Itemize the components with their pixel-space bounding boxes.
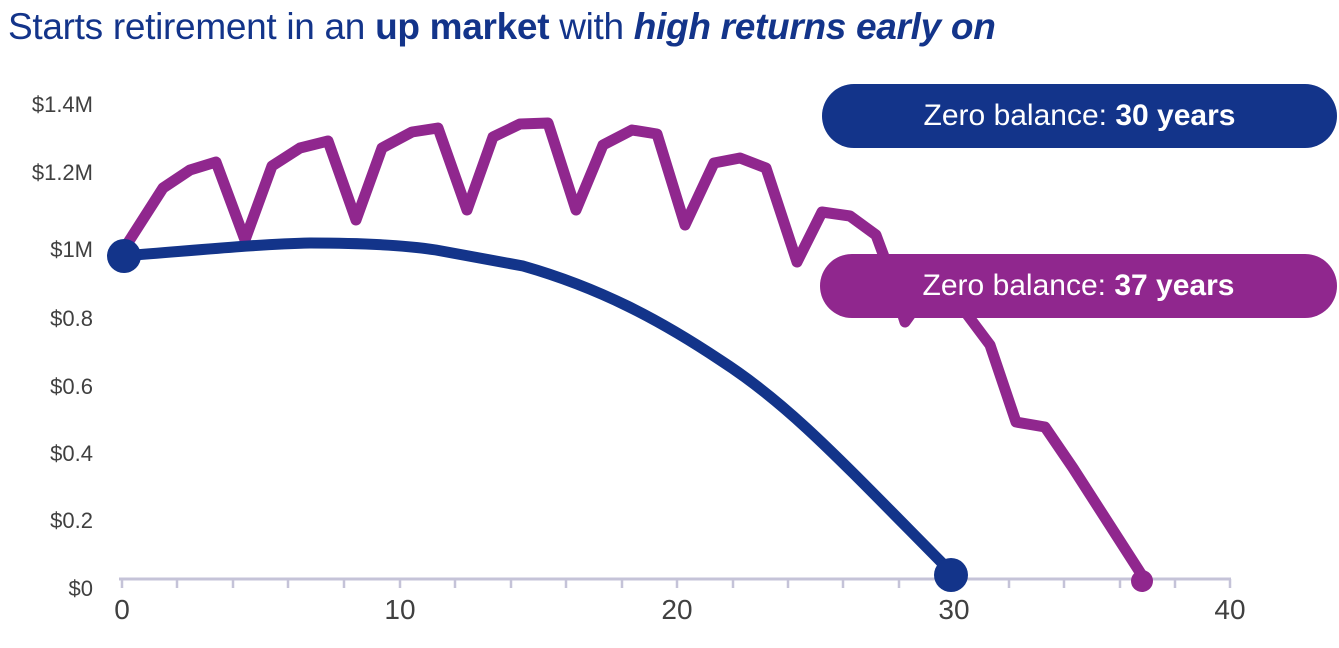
y-tick-label: $0.2 — [50, 508, 93, 533]
label-value: 37 years — [1114, 269, 1235, 302]
purple-zero-balance-label: Zero balance: 37 years — [820, 254, 1337, 318]
label-value: 30 years — [1115, 99, 1236, 132]
x-tick-label: 0 — [114, 594, 130, 625]
x-tick-label: 30 — [938, 594, 970, 625]
blue-start-marker — [107, 239, 141, 273]
y-tick-label: $0.4 — [50, 441, 93, 466]
chart-title: Starts retirement in an up market with h… — [8, 6, 996, 48]
y-tick-label: $0 — [68, 576, 93, 601]
y-tick-label: $0.8 — [50, 306, 93, 331]
x-tick-label: 10 — [384, 594, 416, 625]
purple-end-marker — [1131, 570, 1153, 592]
title-text-with: with — [549, 6, 634, 47]
purple-series-line — [116, 117, 1151, 586]
title-emphasis-high-returns: high returns early on — [633, 6, 996, 47]
y-tick-label: $1M — [50, 237, 93, 262]
y-tick-label: $0.6 — [50, 374, 93, 399]
x-tick-label: 40 — [1214, 594, 1246, 625]
label-prefix: Zero balance: — [922, 269, 1115, 302]
blue-zero-balance-label: Zero balance: 30 years — [822, 84, 1337, 148]
blue-end-marker — [934, 558, 968, 592]
y-tick-label: $1.4M — [31, 92, 93, 117]
label-prefix: Zero balance: — [923, 99, 1116, 132]
x-axis — [119, 577, 1232, 588]
y-tick-label: $1.2M — [31, 160, 93, 185]
blue-series-line — [116, 237, 960, 581]
title-text: Starts retirement in an — [8, 6, 376, 47]
title-emphasis-up-market: up market — [375, 6, 550, 47]
x-tick-label: 20 — [661, 594, 693, 625]
